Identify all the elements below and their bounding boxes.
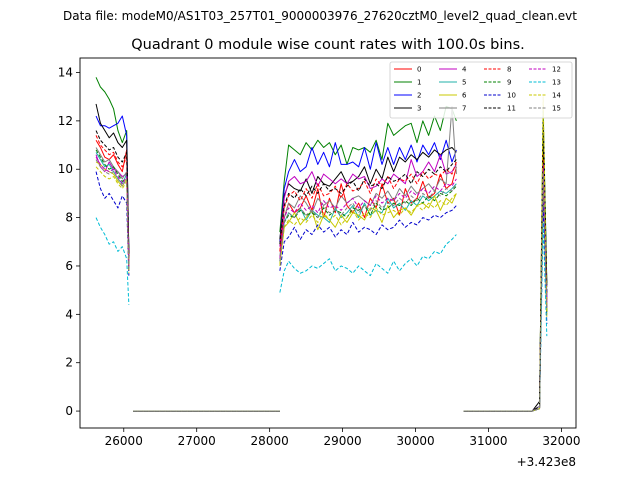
suptitle: Data file: modeM0/AS1T03_257T01_90000039… [63, 9, 577, 23]
y-tick-label: 12 [58, 114, 73, 128]
series-10-line-2 [279, 205, 457, 271]
series-3-line-2 [279, 146, 457, 240]
legend-label-2: 2 [417, 92, 421, 100]
legend-label-0: 0 [417, 66, 421, 74]
series-9-line-0 [95, 149, 130, 269]
legend-label-9: 9 [507, 79, 511, 87]
series-2-line-2 [279, 139, 457, 242]
y-tick-label: 4 [65, 307, 73, 321]
series-5-line-3 [463, 178, 548, 412]
legend-label-6: 6 [462, 92, 467, 100]
legend-frame [389, 61, 573, 119]
series-9-line-3 [463, 173, 548, 412]
y-tick-label: 0 [65, 404, 73, 418]
series-2-line-3 [463, 139, 548, 412]
x-tick-label: 32000 [542, 434, 580, 448]
series-14-line-2 [279, 193, 457, 267]
series-15-line-3 [463, 171, 548, 412]
legend-label-8: 8 [507, 66, 511, 74]
series-4-line-3 [463, 161, 548, 412]
plot-frame [79, 57, 577, 429]
series-4-line-2 [279, 154, 457, 247]
x-tick-label: 30000 [396, 434, 434, 448]
legend-label-3: 3 [417, 105, 421, 113]
y-tick-label: 10 [58, 162, 73, 176]
series-14-line-0 [95, 166, 130, 274]
legend-label-15: 15 [552, 105, 561, 113]
chart-title: Quadrant 0 module wise count rates with … [131, 37, 525, 53]
x-offset-label: +3.423e8 [517, 455, 576, 469]
legend-label-1: 1 [417, 79, 421, 87]
series-10-line-3 [463, 202, 548, 412]
series-3-line-0 [95, 103, 130, 254]
x-tick-label: 27000 [178, 434, 216, 448]
series-12-line-3 [463, 163, 548, 412]
y-axis: 0 2 4 6 8 10 12 14 [58, 66, 80, 418]
series-11-line-3 [463, 130, 548, 412]
legend-label-4: 4 [462, 66, 467, 74]
series-14-line-3 [463, 96, 548, 412]
series-13-line-3 [463, 221, 548, 412]
series-13-line-2 [279, 234, 457, 293]
x-axis: 26000 27000 28000 29000 30000 31000 32000 [105, 428, 581, 448]
series-1-line-0 [95, 77, 130, 257]
legend-label-5: 5 [462, 79, 466, 87]
series-7-line-2 [279, 105, 457, 257]
series-7-line-3 [463, 168, 548, 412]
series-4-line-0 [95, 154, 130, 266]
series-3-line-3 [463, 120, 548, 412]
x-tick-label: 31000 [469, 434, 507, 448]
series-5-line-2 [279, 183, 457, 259]
series-0-line-3 [463, 173, 548, 412]
series-6-line-3 [463, 185, 548, 412]
series-8-line-3 [463, 154, 548, 412]
series-15-line-0 [95, 159, 130, 271]
legend-label-7: 7 [462, 105, 466, 113]
legend-label-13: 13 [552, 79, 561, 87]
legend-label-12: 12 [552, 66, 561, 74]
series-0-line-0 [95, 139, 130, 262]
y-tick-label: 2 [65, 356, 73, 370]
y-tick-label: 8 [65, 211, 73, 225]
y-tick-label: 6 [65, 259, 73, 273]
x-tick-label: 29000 [323, 434, 361, 448]
series-11-line-0 [95, 130, 130, 257]
series-layer [95, 77, 548, 412]
series-11-line-2 [279, 159, 457, 245]
series-13-line-0 [95, 217, 130, 305]
x-tick-label: 26000 [105, 434, 143, 448]
series-1-line-3 [463, 110, 548, 412]
series-8-line-0 [95, 135, 130, 259]
series-15-line-2 [279, 183, 457, 262]
series-10-line-0 [95, 171, 130, 276]
x-tick-label: 28000 [251, 434, 289, 448]
series-8-line-2 [279, 161, 457, 252]
legend-label-14: 14 [552, 92, 561, 100]
series-12-line-0 [95, 156, 130, 269]
series-6-line-2 [279, 193, 457, 264]
series-1-line-2 [279, 105, 457, 233]
series-6-line-0 [95, 161, 130, 271]
legend-label-11: 11 [507, 105, 516, 113]
y-tick-label: 14 [58, 66, 73, 80]
legend-label-10: 10 [507, 92, 516, 100]
